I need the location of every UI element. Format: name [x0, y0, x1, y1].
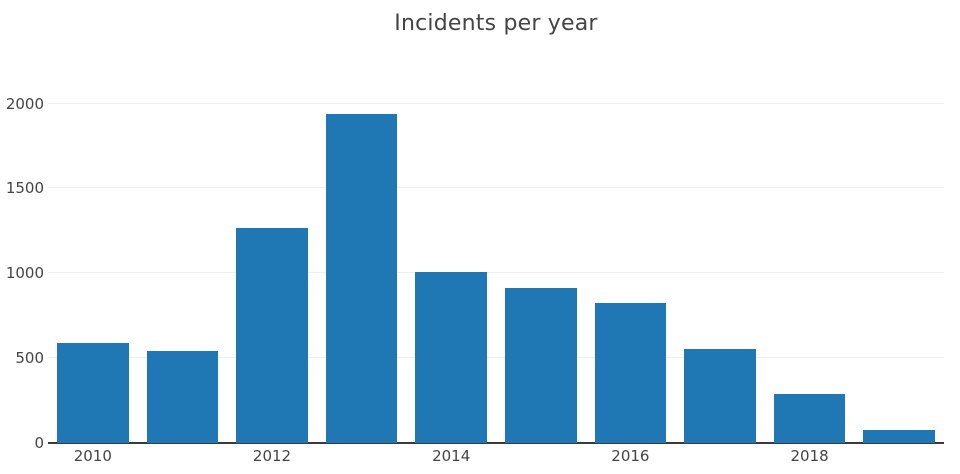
gridline-1000 — [48, 272, 944, 274]
gridline-2000 — [48, 102, 944, 104]
bar-2012 — [236, 227, 308, 443]
y-tick-label-0: 0 — [34, 434, 44, 452]
bar-2017 — [684, 348, 756, 443]
bar-2011 — [146, 350, 219, 443]
y-tick-label-2000: 2000 — [5, 94, 44, 113]
bar-2019 — [863, 429, 936, 443]
x-tick-label-2016: 2016 — [611, 447, 650, 465]
y-tick-label-1000: 1000 — [5, 264, 44, 283]
y-tick-label-500: 500 — [15, 349, 44, 368]
x-tick-label-2014: 2014 — [432, 447, 471, 465]
gridline-1500 — [48, 187, 944, 189]
bar-2015 — [504, 287, 577, 443]
plot-area — [48, 68, 944, 444]
x-tick-label-2018: 2018 — [790, 447, 829, 465]
gridline-500 — [48, 357, 944, 359]
bar-2018 — [773, 393, 846, 443]
y-tick-label-1500: 1500 — [5, 179, 44, 198]
bar-2014 — [415, 272, 488, 443]
x-tick-label-2010: 2010 — [73, 447, 112, 465]
x-axis-line — [48, 442, 944, 444]
bar-2016 — [594, 303, 667, 443]
bar-2013 — [325, 113, 398, 443]
chart-title: Incidents per year — [394, 11, 598, 36]
bar-2010 — [56, 342, 129, 443]
x-tick-label-2012: 2012 — [252, 447, 292, 465]
